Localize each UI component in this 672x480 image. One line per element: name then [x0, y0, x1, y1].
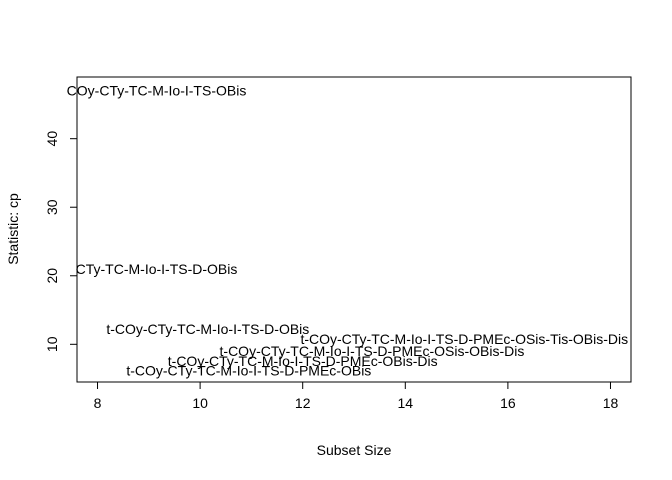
y-tick-label: 10 — [44, 336, 60, 352]
point-label: t-COy-CTy-TC-M-Io-I-TS-D-PMEc-OBis — [126, 362, 371, 378]
point-label: t-COy-CTy-TC-M-Io-I-TS-D-PMEc-OSis-Tis-O… — [300, 331, 628, 347]
point-label: t-COy-CTy-TC-M-Io-I-TS-D-PMEc-OBis-Dis — [168, 353, 438, 369]
y-tick-label: 30 — [44, 199, 60, 215]
x-tick-label: 14 — [398, 395, 414, 411]
x-tick-label: 10 — [192, 395, 208, 411]
x-axis-title: Subset Size — [317, 442, 392, 458]
x-tick-label: 12 — [295, 395, 311, 411]
x-axis: 8 10 12 14 16 18 — [94, 381, 619, 411]
point-label: COy-CTy-TC-M-Io-I-TS-OBis — [67, 83, 247, 99]
x-tick-label: 18 — [603, 395, 619, 411]
y-axis: 10 20 30 40 — [44, 131, 78, 352]
y-tick-label: 40 — [44, 131, 60, 147]
x-tick-label: 8 — [94, 395, 102, 411]
point-label: t-COy-CTy-TC-M-Io-I-TS-D-OBis — [106, 321, 309, 337]
y-tick-label: 20 — [44, 268, 60, 284]
point-label: CTy-TC-M-Io-I-TS-D-OBis — [76, 261, 238, 277]
point-label: t-COy-CTy-TC-M-Io-I-TS-D-PMEc-OSis-OBis-… — [220, 343, 525, 359]
x-tick-label: 16 — [500, 395, 516, 411]
point-labels: COy-CTy-TC-M-Io-I-TS-OBis CTy-TC-M-Io-I-T… — [67, 83, 628, 379]
y-axis-title: Statistic: cp — [5, 193, 21, 265]
